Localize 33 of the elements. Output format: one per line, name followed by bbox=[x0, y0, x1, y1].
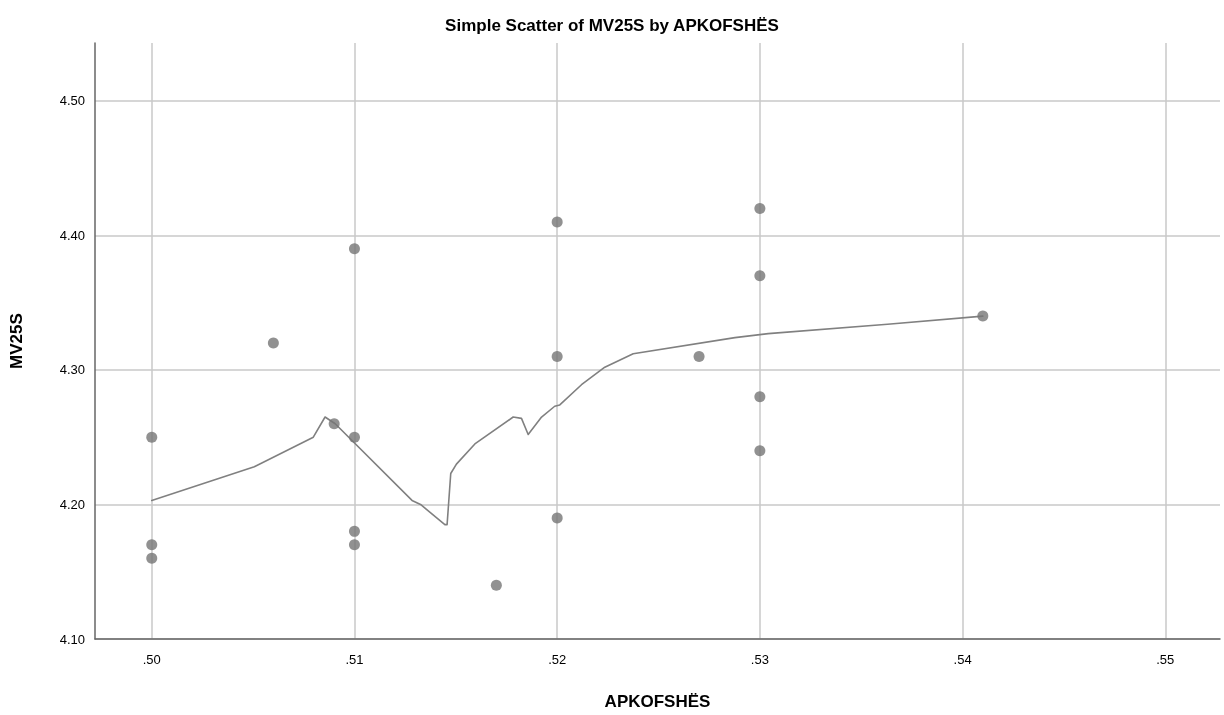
point bbox=[146, 552, 158, 564]
point bbox=[977, 310, 989, 322]
point bbox=[146, 431, 158, 443]
chart-title: Simple Scatter of MV25S by APKOFSHËS bbox=[445, 16, 779, 35]
y-tick-label: 4.20 bbox=[59, 496, 85, 512]
y-tick-label: 4.50 bbox=[59, 93, 85, 109]
y-tick-label: 4.40 bbox=[59, 227, 85, 243]
x-tick-label: .55 bbox=[1156, 652, 1175, 667]
point bbox=[348, 431, 360, 443]
point bbox=[551, 216, 563, 228]
point bbox=[328, 418, 340, 430]
x-tick-label: .51 bbox=[345, 652, 364, 667]
x-tick-label: .50 bbox=[142, 652, 161, 667]
y-tick-label: 4.30 bbox=[59, 362, 85, 378]
point bbox=[754, 391, 766, 403]
y-axis-title: MV25S bbox=[7, 313, 26, 369]
point bbox=[551, 512, 563, 524]
point bbox=[146, 539, 158, 551]
point bbox=[490, 579, 502, 591]
point bbox=[693, 350, 705, 362]
point bbox=[754, 445, 766, 457]
x-tick-label: .53 bbox=[750, 652, 769, 667]
point bbox=[267, 337, 279, 349]
point bbox=[551, 350, 563, 362]
point bbox=[348, 243, 360, 255]
point bbox=[348, 539, 360, 551]
x-tick-label: .54 bbox=[953, 652, 972, 667]
point bbox=[348, 525, 360, 537]
x-axis-title: APKOFSHËS bbox=[604, 692, 711, 711]
point bbox=[754, 202, 766, 214]
x-tick-label: .52 bbox=[548, 652, 567, 667]
y-tick-label: 4.10 bbox=[59, 631, 85, 647]
point bbox=[754, 270, 766, 282]
